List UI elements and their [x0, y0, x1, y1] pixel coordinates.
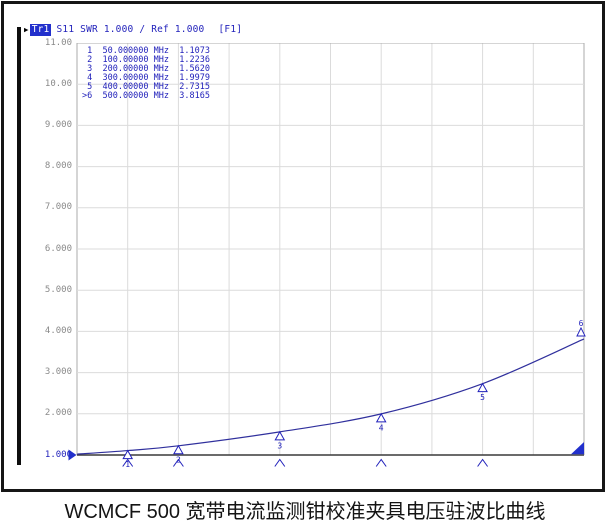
marker-number-label: 6 [579, 319, 584, 328]
y-axis-tick-label: 8.000 [44, 161, 72, 172]
marker-row: 4 300.00000 MHz 1.9979 [82, 72, 210, 83]
screenshot-frame [1, 1, 605, 492]
marker-row: 1 50.000000 MHz 1.1073 [82, 46, 210, 56]
marker-row: 2 100.00000 MHz 1.2236 [82, 54, 210, 65]
y-axis-tick-label: 1.000 [44, 449, 72, 460]
y-axis-tick-label: 6.000 [44, 243, 72, 254]
y-axis-tick-label: 4.000 [44, 325, 72, 336]
marker-number-label: 3 [277, 441, 282, 450]
figure-caption: WCMCF 500 宽带电流监测钳校准夹具电压驻波比曲线 [64, 501, 546, 523]
active-trace-pointer-icon: ▶ [24, 25, 29, 34]
y-axis-tick-label: 10.00 [44, 78, 72, 89]
trace-badge: Tr1 [29, 24, 52, 36]
marker-number-label: 4 [379, 423, 384, 432]
y-axis-tick-label: 5.000 [44, 284, 72, 295]
trace-format-label: S11 SWR 1.000 / Ref 1.000 [56, 24, 205, 35]
trace-header: ▶ Tr1 S11 SWR 1.000 / Ref 1.000 [F1] [24, 24, 242, 36]
y-axis-tick-label: 3.000 [44, 367, 72, 378]
marker-row: >6 500.00000 MHz 3.8165 [82, 90, 210, 101]
y-axis-tick-label: 7.000 [44, 202, 72, 213]
marker-row: 5 400.00000 MHz 2.7315 [82, 81, 210, 92]
y-axis-tick-label: 2.000 [44, 408, 72, 419]
marker-row: 3 200.00000 MHz 1.5620 [82, 63, 210, 74]
marker-table: 1 50.000000 MHz 1.1073 2 100.00000 MHz 1… [82, 47, 210, 100]
channel-softkey-label: [F1] [218, 24, 243, 35]
marker-number-label: 1 [125, 460, 130, 469]
left-edge-bar [17, 27, 21, 465]
y-axis-tick-label: 9.000 [44, 119, 72, 130]
marker-number-label: 5 [480, 393, 485, 402]
y-axis-tick-label: 11.00 [44, 37, 72, 48]
